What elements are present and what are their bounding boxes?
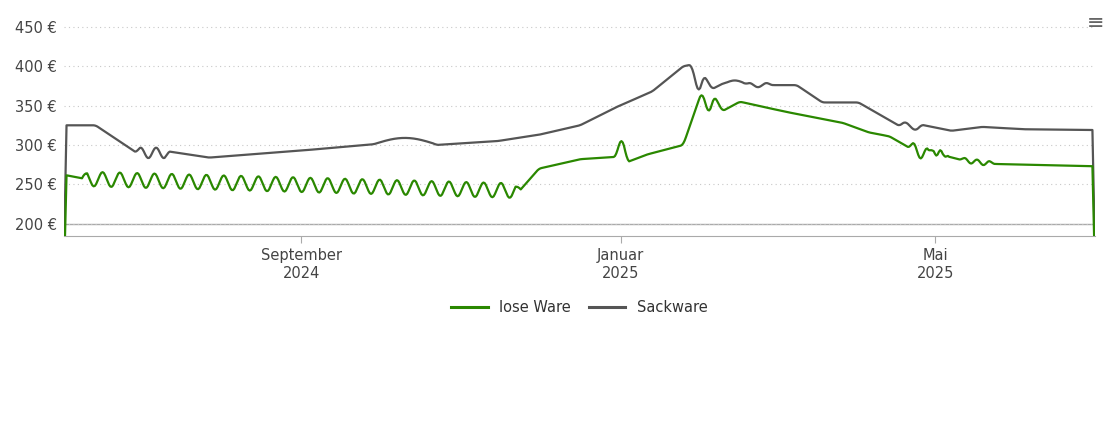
- Text: ≡: ≡: [1087, 13, 1104, 32]
- Legend: lose Ware, Sackware: lose Ware, Sackware: [445, 294, 714, 321]
